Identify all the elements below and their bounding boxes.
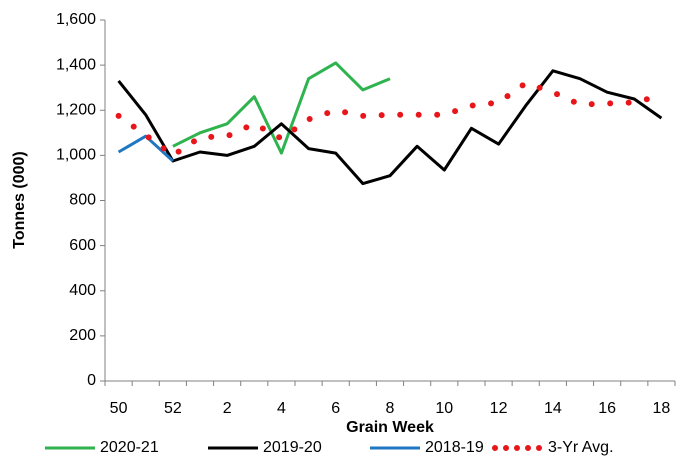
y-tick-label: 1,600 bbox=[56, 11, 96, 28]
legend-label: 2020-21 bbox=[100, 439, 159, 456]
x-tick-label: 16 bbox=[598, 400, 616, 417]
x-tick-label: 10 bbox=[435, 400, 453, 417]
series-line bbox=[172, 61, 391, 155]
x-tick-label: 6 bbox=[331, 400, 340, 417]
y-axis-title: Tonnes (000) bbox=[11, 151, 28, 249]
series-line bbox=[115, 79, 665, 160]
legend-label: 2019-20 bbox=[263, 439, 322, 456]
legend-label: 3-Yr Avg. bbox=[548, 439, 614, 456]
series-line bbox=[117, 134, 174, 163]
y-tick-label: 200 bbox=[69, 327, 96, 344]
x-axis-title: Grain Week bbox=[346, 419, 434, 436]
y-tick-label: 1,200 bbox=[56, 101, 96, 118]
x-tick-label: 50 bbox=[110, 400, 128, 417]
y-tick-label: 400 bbox=[69, 282, 96, 299]
y-tick-label: 800 bbox=[69, 192, 96, 209]
x-tick-label: 4 bbox=[277, 400, 286, 417]
series-line bbox=[117, 69, 663, 186]
x-tick-label: 14 bbox=[544, 400, 562, 417]
legend-label: 2018-19 bbox=[425, 439, 484, 456]
x-tick-label: 2 bbox=[223, 400, 232, 417]
y-tick-label: 0 bbox=[87, 372, 96, 389]
x-tick-label: 12 bbox=[490, 400, 508, 417]
y-tick-label: 1,400 bbox=[56, 56, 96, 73]
y-tick-label: 1,000 bbox=[56, 147, 96, 164]
x-tick-label: 8 bbox=[386, 400, 395, 417]
x-tick-label: 18 bbox=[653, 400, 671, 417]
y-tick-label: 600 bbox=[69, 237, 96, 254]
x-tick-label: 52 bbox=[164, 400, 182, 417]
